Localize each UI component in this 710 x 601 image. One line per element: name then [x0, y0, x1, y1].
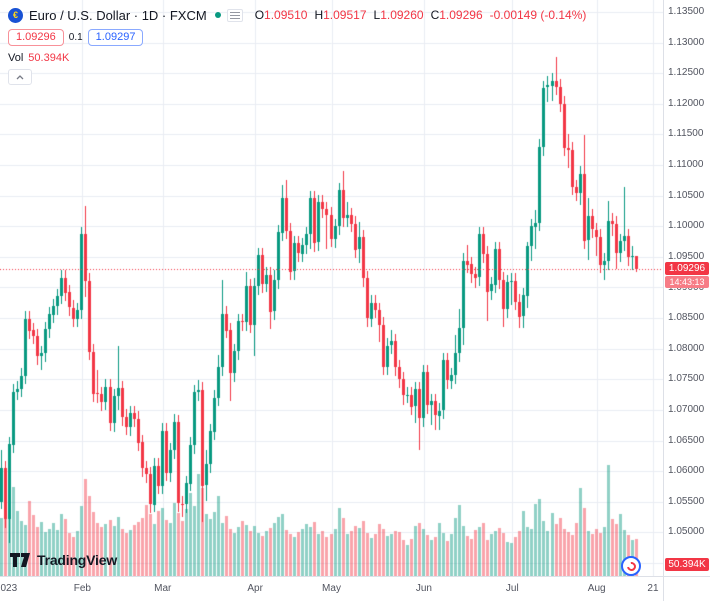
chart-pane[interactable] [0, 0, 663, 576]
tradingview-logo[interactable]: TradingView [10, 552, 117, 568]
symbol-title[interactable]: Euro / U.S. Dollar · 1D · FXCM [29, 7, 207, 23]
bar-countdown-badge: 14:43:13 [665, 276, 709, 289]
high-label: H [314, 8, 324, 22]
price-scale-label: 1.13000 [668, 36, 705, 48]
chevron-up-icon [16, 74, 24, 79]
spread-value: 0.1 [68, 32, 83, 43]
price-scale-label: 1.10500 [668, 189, 705, 201]
price-scale-label: 1.06000 [668, 465, 705, 477]
price-scale-label: 1.07000 [668, 403, 705, 415]
price-scale-label: 1.11500 [668, 128, 704, 140]
price-scale-label: 1.07500 [668, 373, 705, 385]
price-scale-label: 1.09500 [668, 250, 705, 262]
last-price-badge: 1.09296 [665, 262, 709, 276]
collapse-legend-button[interactable] [8, 69, 32, 85]
price-scale-label: 1.13500 [668, 6, 705, 17]
volume-value-badge: 50.394K [665, 558, 709, 571]
price-scale-label: 1.05000 [668, 526, 705, 538]
low-value: 1.09260 [380, 8, 424, 22]
time-scale-label: Jun [415, 583, 432, 594]
time-scale-label: May [322, 583, 341, 594]
price-scale-label: 1.08500 [668, 312, 705, 324]
time-scale-label: Aug [587, 583, 606, 594]
price-scale-label: 1.12500 [668, 67, 705, 79]
price-scale-label: 1.10000 [668, 220, 705, 232]
low-label: L [373, 8, 381, 22]
euro-symbol-icon: € [8, 7, 23, 23]
open-label: O [254, 8, 265, 22]
time-scale-label: 21 [647, 583, 659, 594]
time-scale-label: Feb [73, 583, 91, 594]
close-value: 1.09296 [439, 8, 483, 22]
buy-button[interactable]: 1.09297 [87, 29, 144, 46]
time-scale-label: 2023 [0, 583, 18, 594]
corner-logo-icon[interactable] [621, 556, 641, 576]
price-scale-label: 1.12000 [668, 97, 705, 109]
legend-menu-icon[interactable] [226, 8, 243, 22]
time-scale[interactable]: 2023 Feb Mar Apr May Jun Jul Aug 21 [0, 576, 663, 601]
ohlc-readout: O1.09510 H1.09517 L1.09260 C1.09296 -0.0… [255, 8, 587, 22]
candlestick-chart-canvas[interactable] [0, 0, 663, 576]
time-scale-label: Mar [154, 583, 172, 594]
open-value: 1.09510 [264, 8, 308, 22]
tradingview-wordmark: TradingView [37, 552, 118, 568]
time-scale-label: Apr [247, 583, 263, 594]
price-scale-label: 1.06500 [668, 434, 705, 446]
scale-corner [663, 576, 710, 601]
price-scale[interactable]: 1.13500 1.13000 1.12500 1.12000 1.11500 1.110… [663, 0, 710, 576]
chart-legend: € Euro / U.S. Dollar · 1D · FXCM O1.0951… [8, 6, 586, 85]
price-scale-label: 1.08000 [668, 342, 705, 354]
volume-label[interactable]: Vol [8, 52, 24, 64]
change-value: -0.00149 (-0.14%) [489, 8, 587, 22]
tradingview-logo-icon [10, 553, 30, 567]
close-label: C [430, 8, 440, 22]
corner-logo-inner-icon [624, 559, 638, 573]
volume-value: 50.394K [28, 52, 70, 64]
price-scale-label: 1.05500 [668, 495, 705, 507]
time-scale-label: Jul [505, 583, 519, 594]
sell-button[interactable]: 1.09296 [8, 29, 64, 46]
price-scale-label: 1.11000 [668, 159, 704, 171]
market-status-dot-icon [214, 12, 221, 18]
high-value: 1.09517 [323, 8, 367, 22]
